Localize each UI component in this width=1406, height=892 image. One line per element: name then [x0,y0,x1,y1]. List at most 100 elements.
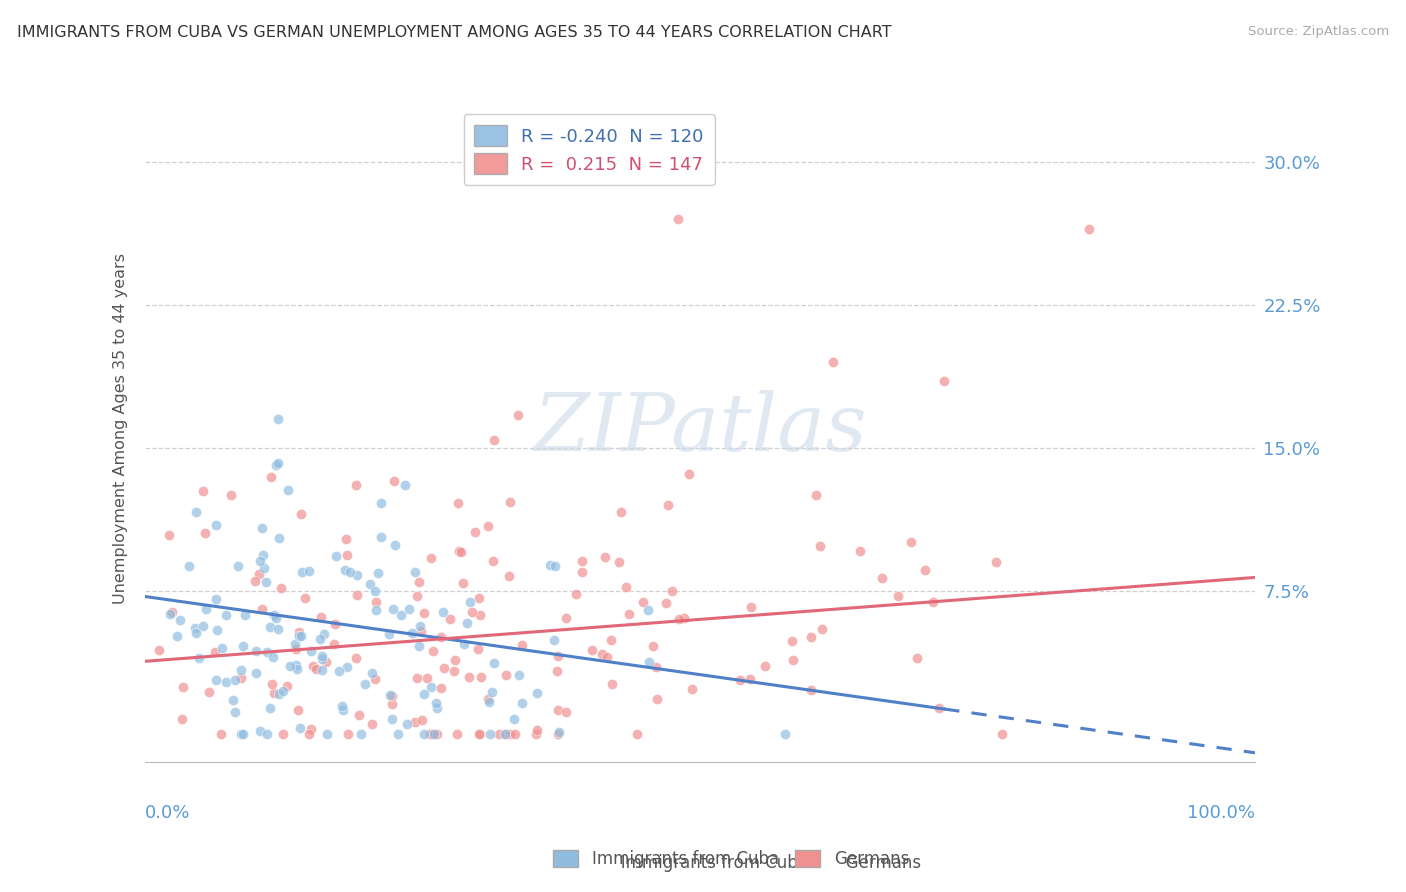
Point [678,467,700,482]
Point [419,727,441,741]
Point [169,614,191,628]
Legend: Immigrants from Cuba, Germans: Immigrants from Cuba, Germans [547,843,915,875]
Point [284,658,307,673]
Point [285,662,308,676]
Point [311,648,333,663]
Point [411,624,433,638]
Point [287,625,309,640]
Point [346,478,368,492]
Point [249,554,271,568]
Point [495,668,517,682]
Point [1077,221,1099,235]
Point [494,727,516,741]
Point [823,355,845,369]
Point [245,644,267,658]
Point [657,498,679,512]
Point [224,673,246,687]
Point [482,433,505,447]
Point [495,727,517,741]
Point [488,727,510,741]
Point [450,544,472,558]
Point [184,625,207,640]
Point [271,684,294,698]
Point [382,474,405,488]
Point [782,653,804,667]
Point [243,574,266,588]
Point [661,584,683,599]
Point [499,495,522,509]
Point [984,556,1007,570]
Point [336,548,359,562]
Point [157,528,180,542]
Point [232,727,254,741]
Point [396,716,419,731]
Point [205,517,228,532]
Point [432,605,454,619]
Point [309,632,332,646]
Point [740,600,762,615]
Point [381,602,404,616]
Point [464,524,486,539]
Point [430,630,453,644]
Point [780,634,803,648]
Point [477,692,499,706]
Point [263,686,285,700]
Point [506,409,529,423]
Point [510,696,533,710]
Point [259,701,281,715]
Point [422,643,444,657]
Point [226,559,249,574]
Point [811,622,834,636]
Point [215,608,238,623]
Point [591,647,613,661]
Point [461,605,484,619]
Point [467,641,489,656]
Point [252,549,274,563]
Point [499,727,522,741]
Point [508,668,530,682]
Point [681,682,703,697]
Point [413,727,436,741]
Point [359,577,381,591]
Text: Germans: Germans [830,855,921,872]
Point [267,622,290,636]
Point [302,659,325,673]
Point [524,727,547,741]
Point [254,575,277,590]
Point [211,727,233,741]
Point [394,477,416,491]
Point [264,611,287,625]
Point [364,584,387,599]
Point [526,686,548,700]
Point [323,616,346,631]
Point [547,649,569,664]
Point [231,663,253,677]
Point [401,626,423,640]
Point [309,609,332,624]
Point [595,549,617,564]
Point [655,596,678,610]
Point [299,643,322,657]
Point [322,636,344,650]
Point [398,601,420,615]
Text: IMMIGRANTS FROM CUBA VS GERMAN UNEMPLOYMENT AMONG AGES 35 TO 44 YEARS CORRELATIO: IMMIGRANTS FROM CUBA VS GERMAN UNEMPLOYM… [17,25,891,40]
Point [344,650,367,665]
Point [250,521,273,535]
Point [315,727,337,741]
Point [637,603,659,617]
Point [172,680,194,694]
Point [808,539,831,553]
Point [543,558,565,573]
Point [336,727,359,741]
Point [387,727,409,741]
Point [232,639,254,653]
Point [294,591,316,606]
Point [470,670,492,684]
Point [311,663,333,677]
Point [360,716,382,731]
Point [408,639,430,653]
Point [900,535,922,549]
Point [426,727,449,741]
Point [290,629,312,643]
Point [477,518,499,533]
